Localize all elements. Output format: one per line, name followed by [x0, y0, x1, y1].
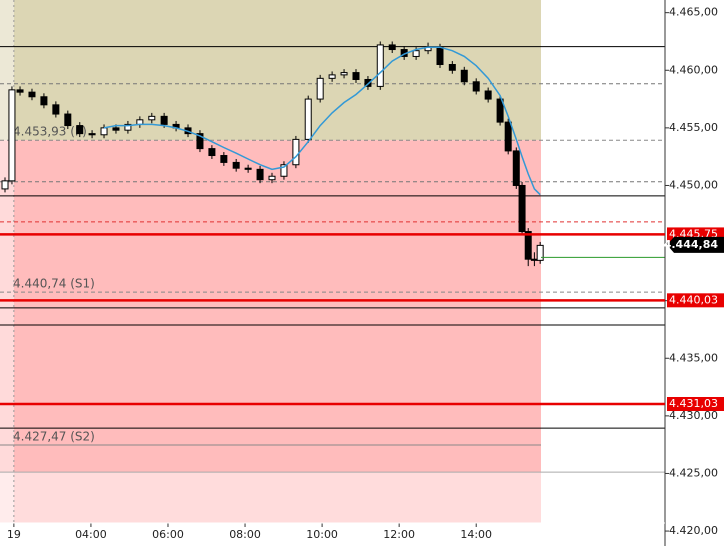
candle-body [1, 180, 9, 190]
x-tick-label: 12:00 [383, 528, 415, 541]
y-tick-label: 4.425,00 [669, 466, 718, 479]
last-price-label: 4.444,84 [664, 238, 719, 251]
candle-body [530, 258, 538, 261]
candle-body [436, 46, 444, 66]
axis-bg [665, 0, 726, 546]
candle-body [196, 133, 204, 150]
candle-body [484, 90, 492, 100]
y-tick-label: 4.450,00 [669, 178, 718, 191]
candle-body [388, 44, 396, 51]
x-tick-label: 04:00 [75, 528, 107, 541]
candle-body [64, 113, 72, 127]
candle-body [160, 115, 168, 125]
pivot-label: 4.427,47 (S2) [13, 430, 95, 444]
candle-body [8, 89, 16, 182]
candle-body [124, 123, 132, 131]
price-tag-label: 4.440,03 [669, 293, 718, 306]
moving-average [103, 46, 541, 196]
y-tick-label: 4.460,00 [669, 63, 718, 76]
candle-body [376, 44, 384, 87]
x-tick-label: 14:00 [460, 528, 492, 541]
candle-body [268, 175, 276, 181]
candle-body [280, 164, 288, 177]
candle-body [524, 231, 532, 260]
candle-body [244, 167, 252, 170]
candle-body [328, 74, 336, 79]
candle-body [220, 155, 228, 163]
price-tag [667, 293, 724, 308]
zone [0, 0, 541, 141]
x-tick-label: 06:00 [152, 528, 184, 541]
candle-body [76, 125, 84, 135]
candle-body [460, 69, 468, 83]
x-tick-label: 08:00 [229, 528, 261, 541]
candle-body [88, 133, 96, 136]
candle-body [364, 78, 372, 87]
x-tick-label: 19 [7, 528, 21, 541]
price-tag [667, 397, 724, 412]
y-tick-label: 4.420,00 [669, 524, 718, 537]
candle-body [316, 77, 324, 100]
candle-body [352, 72, 360, 80]
candle-body [208, 148, 216, 157]
candle-body [40, 96, 48, 106]
y-tick-label: 4.430,00 [669, 409, 718, 422]
pivot-label: 4.440,74 (S1) [13, 277, 95, 291]
candle-body [496, 98, 504, 123]
candle-body [412, 50, 420, 57]
candle-body [28, 91, 36, 98]
candle-body [518, 184, 526, 233]
candle-body [148, 115, 156, 121]
pivot-label: 4.453,93 (P) [13, 125, 87, 139]
candle-body [292, 138, 300, 166]
y-tick-label: 4.435,00 [669, 351, 718, 364]
candle-body [340, 72, 348, 76]
x-tick-label: 10:00 [306, 528, 338, 541]
candle-body [504, 121, 512, 152]
last-price-tag [667, 236, 724, 253]
candle-body [232, 161, 240, 169]
candle-body [256, 168, 264, 181]
candle-body [472, 81, 480, 92]
price-tag-label: 4.431,03 [669, 397, 718, 410]
y-tick-label: 4.455,00 [669, 121, 718, 134]
candle-body [448, 64, 456, 71]
candle-body [112, 127, 120, 131]
candle-body [52, 104, 60, 115]
candle-body [100, 127, 108, 136]
zone [0, 140, 541, 473]
candle-body [16, 89, 24, 93]
y-tick-label: 4.465,00 [669, 6, 718, 19]
candle-body [536, 244, 544, 261]
candle-body [304, 98, 312, 140]
candle-body [512, 150, 520, 186]
zone [0, 472, 541, 523]
